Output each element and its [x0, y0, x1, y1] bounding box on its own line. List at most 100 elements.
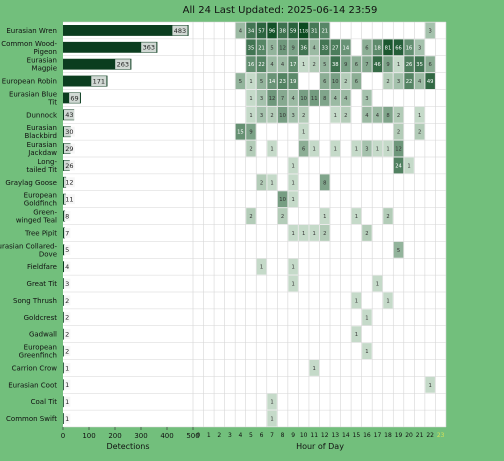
- heatmap-cell: [319, 73, 330, 89]
- heatmap-cell-label: 5: [323, 62, 326, 68]
- bar-value-label: 7: [65, 229, 69, 237]
- heatmap-cell-label: 3: [418, 45, 421, 51]
- bar-value-label: 363: [143, 44, 155, 52]
- heatmap-cell-label: 2: [386, 214, 389, 220]
- hour-tick-label: 0: [196, 432, 200, 439]
- species-label-line: winged Teal: [16, 217, 57, 225]
- heatmap-cell: [288, 174, 298, 191]
- bar-value-label: 2: [65, 314, 69, 322]
- detection-bar: [63, 362, 64, 374]
- heatmap-cell-label: 4: [334, 96, 338, 102]
- heatmap-cell: [404, 39, 414, 56]
- heatmap-cell: [267, 22, 277, 39]
- heatmap-cell: [256, 90, 267, 106]
- heatmap-cell: [267, 90, 277, 106]
- heatmap-cell-label: 3: [260, 96, 263, 102]
- heatmap-cell-label: 2: [313, 62, 316, 68]
- bar-value-label: 4: [65, 263, 69, 271]
- bar-value-badge: [64, 109, 75, 120]
- heatmap-cell-label: 1: [355, 147, 358, 153]
- heatmap-cell: [372, 39, 383, 56]
- heatmap-cell-label: 3: [428, 28, 431, 34]
- heatmap-cell: [288, 225, 298, 241]
- species-label: Fieldfare: [27, 263, 57, 271]
- heatmap-cell-label: 6: [355, 62, 358, 68]
- heatmap-cell-label: 1: [355, 298, 358, 304]
- heatmap-cell: [309, 140, 319, 157]
- heatmap-cell-label: 3: [365, 147, 368, 153]
- heatmap-cell-label: 5: [260, 79, 263, 85]
- heatmap-cell-label: 46: [374, 62, 381, 68]
- bar-value-badge: [64, 261, 71, 272]
- bar-value-label: 263: [117, 61, 129, 69]
- heatmap-cell: [372, 140, 383, 157]
- bar-value-badge: [64, 143, 75, 154]
- species-label-line: Goldfinch: [24, 200, 57, 208]
- species-label-line: Dove: [39, 250, 57, 258]
- bar-value-badge: [64, 278, 71, 289]
- heatmap-cell-label: 2: [397, 113, 400, 119]
- bar-value-badge: [64, 211, 71, 221]
- heatmap-cell: [362, 225, 372, 241]
- heatmap-cell: [288, 275, 298, 292]
- species-label-line: Magpie: [32, 65, 57, 73]
- heatmap-cell: [288, 258, 298, 275]
- hour-tick-label: 15: [353, 432, 361, 439]
- bar-value-label: 5: [65, 246, 69, 254]
- heatmap-cell-label: 1: [323, 214, 326, 220]
- heatmap-cell: [246, 22, 256, 39]
- species-label: Eurasian Jackdaw: [27, 141, 58, 157]
- heatmap-cell-label: 9: [249, 130, 252, 136]
- heatmap-cell-label: 81: [385, 45, 392, 51]
- heatmap-cell: [425, 73, 435, 89]
- hour-tick-label: 10: [300, 432, 308, 439]
- heatmap-cell-label: 9: [386, 62, 389, 68]
- heatmap-cell-label: 6: [302, 147, 305, 153]
- species-label-line: Blackbird: [24, 132, 57, 140]
- heatmap-cell-label: 9: [291, 45, 294, 51]
- species-label: Eurasian Blackbird: [24, 124, 57, 140]
- heatmap-cell-label: 14: [343, 45, 350, 51]
- detection-bar: [63, 41, 158, 53]
- bar-value-badge: [64, 194, 75, 205]
- heatmap-cell: [319, 208, 330, 224]
- heatmap-cell: [393, 157, 404, 174]
- heatmap-cell-label: 38: [332, 62, 339, 68]
- heatmap-cell-label: 59: [290, 28, 297, 34]
- detection-bar: [63, 244, 65, 256]
- heatmap-cell: [372, 275, 383, 292]
- heatmap-cell-label: 1: [355, 332, 358, 338]
- heatmap-cell-label: 1: [334, 147, 337, 153]
- species-label-line: Eurasian: [27, 141, 57, 149]
- heatmap-cell: [319, 225, 330, 241]
- detections-tick-label: 0: [61, 432, 65, 440]
- heatmap-cell: [277, 90, 288, 106]
- species-label: Long-tailed Tit: [26, 158, 57, 174]
- detection-bar: [63, 295, 64, 306]
- heatmap-cell: [277, 191, 288, 208]
- heatmap-cell-label: 8: [386, 113, 389, 119]
- heatmap-cell: [309, 225, 319, 241]
- heatmap-cell: [425, 376, 435, 393]
- heatmap-cell: [246, 39, 256, 56]
- heatmap-cell-label: 10: [332, 79, 339, 85]
- detection-bar: [63, 345, 64, 357]
- species-label-line: Long-: [38, 158, 58, 166]
- hour-tick-label: 16: [363, 432, 371, 439]
- detection-bar: [63, 379, 64, 391]
- heatmap-cell-label: 4: [313, 45, 317, 51]
- heatmap-cell-label: 1: [270, 400, 273, 406]
- heatmap-cell-label: 1: [376, 282, 379, 288]
- bar-value-badge: [64, 160, 75, 171]
- bar-value-badge: [91, 76, 107, 86]
- heatmap-cell-label: 8: [323, 180, 326, 186]
- heatmap-cell-label: 3: [291, 113, 294, 119]
- species-label: Song Thrush: [13, 297, 57, 305]
- detections-ticks: 0 100 200 300 400 500: [61, 427, 200, 440]
- species-label: European Greenfinch: [19, 344, 57, 360]
- bar-value-label: 1: [65, 381, 69, 389]
- bar-value-badge: [64, 413, 71, 424]
- heatmap-cell: [319, 90, 330, 106]
